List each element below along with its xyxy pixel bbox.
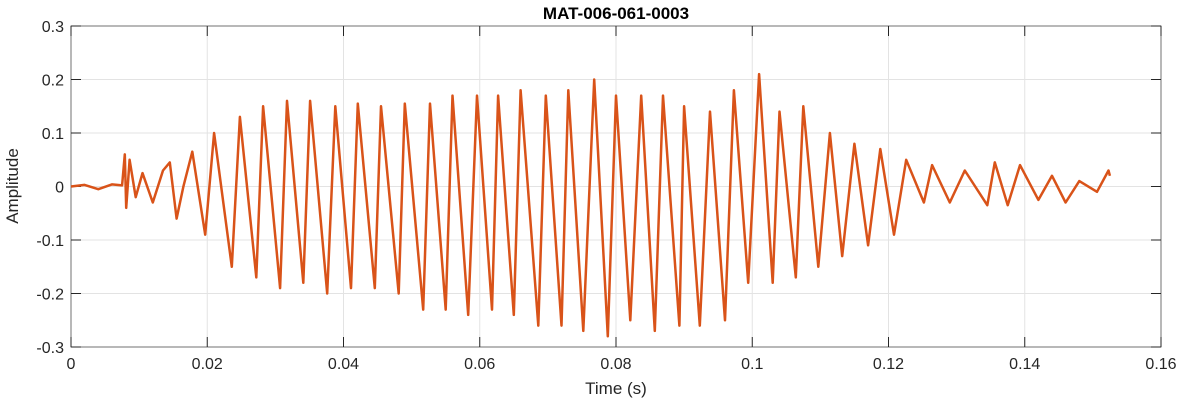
x-tick-label: 0.16 [1145, 356, 1176, 373]
series-group [70, 72, 1112, 338]
y-tick-label: 0.2 [42, 73, 64, 90]
grid [70, 25, 1162, 348]
y-tick-label: -0.3 [36, 340, 64, 357]
y-tick-label: -0.2 [36, 287, 64, 304]
y-tick-label: 0 [55, 180, 64, 197]
x-tick-label: 0.14 [1009, 356, 1040, 373]
waveform-line [70, 72, 1112, 338]
x-tick-label: 0.06 [464, 356, 495, 373]
x-tick-label: 0.1 [741, 356, 763, 373]
y-tick-label: 0.1 [42, 126, 64, 143]
y-tick-label: 0.3 [42, 19, 64, 36]
x-tick-label: 0.12 [873, 356, 904, 373]
y-tick-label: -0.1 [36, 233, 64, 250]
ticks: 0 0.02 0.04 0.06 0.08 0.1 0.12 0.14 0.16 -0.3 -0.2… [36, 19, 1176, 373]
x-tick-label: 0.02 [192, 356, 223, 373]
x-axis-label: Time (s) [585, 379, 647, 398]
x-tick-label: 0.04 [328, 356, 359, 373]
x-tick-label: 0.08 [600, 356, 631, 373]
y-axis-label: Amplitude [3, 148, 22, 224]
x-tick-label: 0 [67, 356, 76, 373]
chart-title: MAT-006-061-0003 [543, 4, 689, 23]
